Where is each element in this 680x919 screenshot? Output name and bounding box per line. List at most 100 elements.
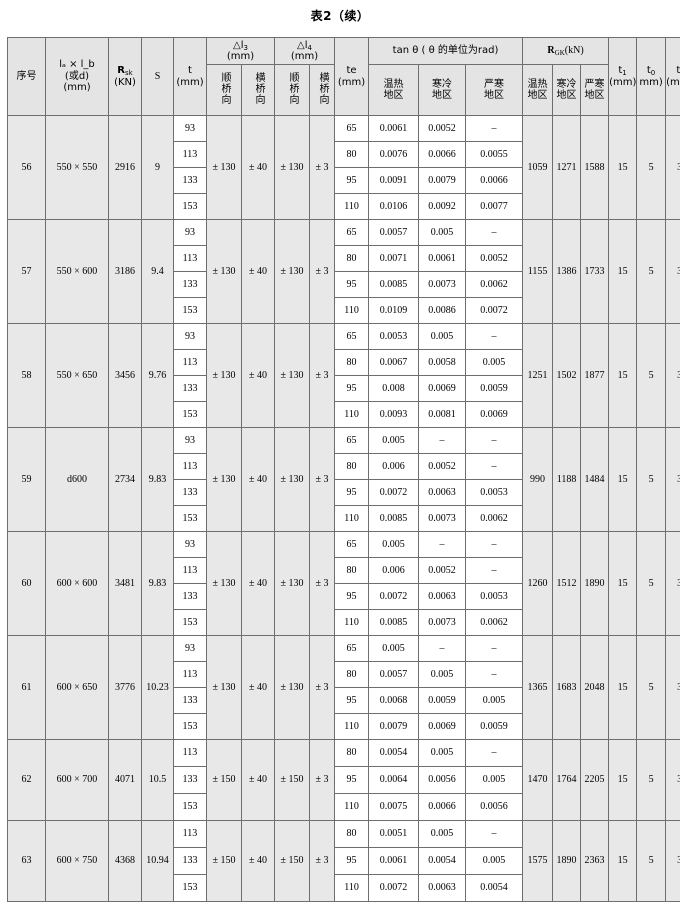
- cell-t1: 15: [608, 739, 638, 821]
- cell-rsk: 4071: [108, 739, 142, 821]
- cell-dl3-along: ± 130: [206, 635, 242, 740]
- cell-t: 113: [173, 557, 207, 584]
- cell-tan-warm: 0.0085: [368, 609, 420, 636]
- cell-t0: 5: [636, 739, 667, 821]
- table-row: 113 80 0.0076 0.0066 0.0055: [8, 141, 680, 168]
- cell-tan-cold: 0.005: [418, 739, 467, 767]
- cell-tan-severe: –: [465, 427, 524, 454]
- cell-tan-cold: 0.0073: [418, 271, 467, 298]
- cell-s: 10.23: [141, 635, 174, 740]
- cell-dimensions: d600: [45, 427, 109, 532]
- header-delta-l4: △l4 (mm): [274, 37, 336, 65]
- header-tan-theta: tan θ ( θ 的单位为rad): [368, 37, 524, 65]
- cell-s: 9.83: [141, 427, 174, 532]
- header-rgk-severe: 严寒地区: [580, 64, 610, 116]
- cell-te: 80: [334, 820, 370, 848]
- cell-t: 113: [173, 245, 207, 272]
- cell-dl4-across: ± 3: [309, 531, 336, 636]
- cell-dl3-across: ± 40: [240, 739, 276, 821]
- cell-t0: 5: [636, 531, 667, 636]
- cell-t: 93: [173, 427, 207, 454]
- cell-dl3-across: ± 40: [240, 323, 276, 428]
- cell-t1: 15: [608, 323, 638, 428]
- cell-tan-warm: 0.0057: [368, 661, 420, 688]
- cell-tan-warm: 0.008: [368, 375, 420, 402]
- table-row: 63 600 × 750 4368 10.94 113 ± 150 ± 40 ± 150 ± 3…: [7, 820, 680, 902]
- cell-te: 110: [334, 401, 370, 428]
- cell-rgk-warm: 990: [522, 427, 554, 532]
- cell-dl4-across: ± 3: [309, 635, 336, 740]
- cell-tf: 3: [665, 739, 680, 821]
- cell-t1: 15: [608, 635, 638, 740]
- cell-rgk-cold: 1764: [552, 739, 582, 821]
- cell-tan-cold: 0.0063: [418, 479, 467, 506]
- cell-rsk: 3186: [108, 219, 142, 324]
- table-row: 57 550 × 600 3186 9.4 93 ± 130 ± 40 ± 130 ± 3 65 0…: [7, 219, 680, 324]
- cell-rgk-severe: 1877: [580, 323, 610, 428]
- cell-tan-cold: 0.0073: [418, 609, 467, 636]
- cell-te: 95: [334, 687, 370, 714]
- cell-tan-severe: –: [465, 323, 524, 350]
- cell-tan-cold: 0.005: [418, 323, 467, 350]
- cell-tan-warm: 0.006: [368, 557, 420, 584]
- cell-rgk-warm: 1365: [522, 635, 554, 740]
- cell-tf: 3: [665, 219, 680, 324]
- header-dl4-across: 横桥向: [309, 64, 336, 116]
- header-rgk-cold: 寒冷地区: [552, 64, 582, 116]
- cell-tan-warm: 0.0064: [368, 766, 420, 794]
- header-rsk: Rsk (KN): [108, 37, 142, 116]
- cell-t1: 15: [608, 531, 638, 636]
- cell-t: 133: [173, 271, 207, 298]
- cell-rgk-cold: 1890: [552, 820, 582, 902]
- cell-dl4-along: ± 130: [274, 115, 311, 220]
- cell-seq: 58: [7, 323, 46, 428]
- cell-dl4-along: ± 130: [274, 323, 311, 428]
- cell-te: 65: [334, 323, 370, 350]
- cell-te: 110: [334, 874, 370, 902]
- cell-rgk-cold: 1188: [552, 427, 582, 532]
- cell-dl4-along: ± 130: [274, 219, 311, 324]
- header-t-symbol: t: [188, 65, 192, 76]
- cell-tan-severe: 0.0059: [465, 713, 524, 740]
- cell-dl4-along: ± 130: [274, 427, 311, 532]
- header-tf-symbol: tf: [676, 65, 680, 76]
- cell-te: 65: [334, 115, 370, 142]
- cell-tf: 3: [665, 115, 680, 220]
- cell-t: 113: [173, 820, 207, 848]
- cell-tan-cold: 0.0079: [418, 167, 467, 194]
- cell-seq: 59: [7, 427, 46, 532]
- cell-tan-cold: –: [418, 427, 467, 454]
- cell-tan-severe: 0.0056: [465, 793, 524, 821]
- cell-tan-severe: 0.005: [465, 766, 524, 794]
- header-dim-unit: (mm): [63, 82, 91, 94]
- header-rgk-symbol: RGK(kN): [547, 45, 584, 58]
- cell-s: 9.4: [141, 219, 174, 324]
- cell-te: 80: [334, 141, 370, 168]
- cell-s: 10.5: [141, 739, 174, 821]
- cell-dl3-along: ± 130: [206, 219, 242, 324]
- header-tan-cold: 寒冷地区: [418, 64, 467, 116]
- table-row: 113 80 0.0057 0.005–: [8, 661, 680, 688]
- cell-tf: 3: [665, 323, 680, 428]
- cell-tan-warm: 0.0091: [368, 167, 420, 194]
- cell-dl4-across: ± 3: [309, 115, 336, 220]
- cell-t: 153: [173, 713, 207, 740]
- cell-s: 9.76: [141, 323, 174, 428]
- cell-rsk: 3456: [108, 323, 142, 428]
- cell-s: 9.83: [141, 531, 174, 636]
- cell-tan-warm: 0.0072: [368, 479, 420, 506]
- header-row-top: 序号 lₐ × l_b (或d) (mm) Rsk (KN) S t (mm): [7, 37, 680, 116]
- cell-tan-cold: 0.005: [418, 219, 467, 246]
- cell-t: 113: [173, 739, 207, 767]
- cell-tan-severe: 0.0054: [465, 874, 524, 902]
- cell-te: 80: [334, 349, 370, 376]
- cell-tan-cold: 0.0058: [418, 349, 467, 376]
- cell-tan-severe: –: [465, 635, 524, 662]
- cell-tan-severe: 0.0062: [465, 271, 524, 298]
- cell-t: 113: [173, 141, 207, 168]
- cell-rgk-warm: 1575: [522, 820, 554, 902]
- cell-tan-cold: 0.0052: [418, 115, 467, 142]
- cell-seq: 61: [7, 635, 46, 740]
- cell-tan-cold: 0.0069: [418, 713, 467, 740]
- header-t: t (mm): [173, 37, 207, 116]
